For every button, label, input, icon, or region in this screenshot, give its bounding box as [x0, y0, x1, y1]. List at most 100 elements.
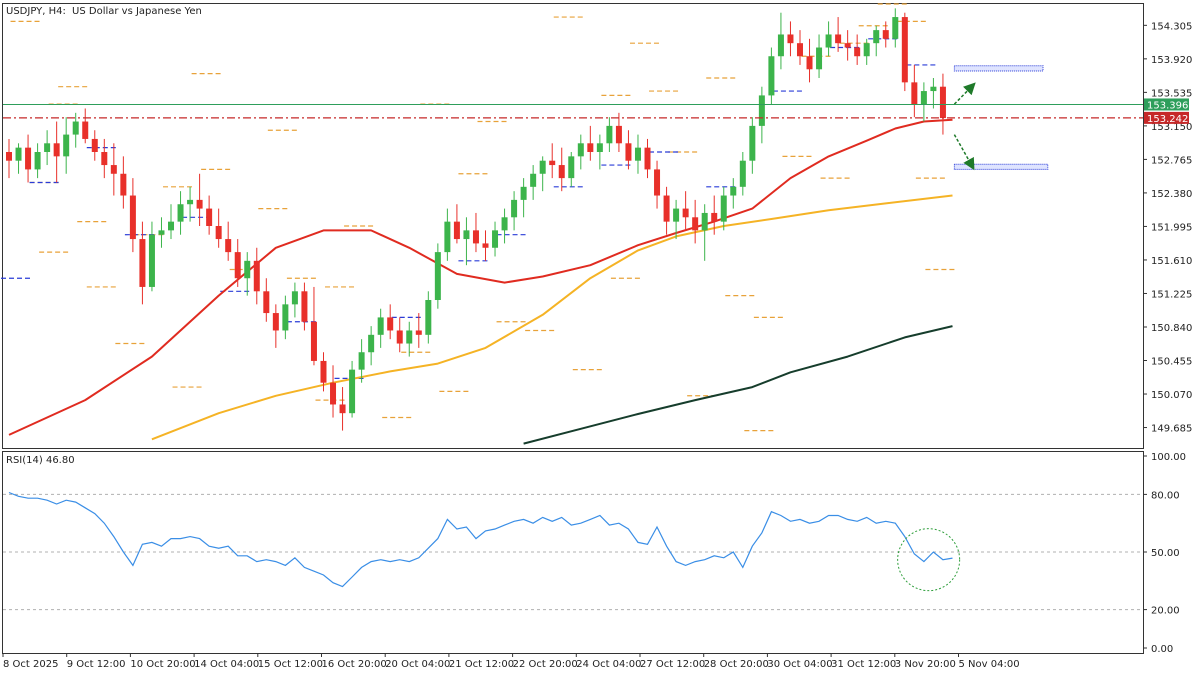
candle-body — [749, 125, 756, 161]
price-tick-label: 153.920 — [1151, 55, 1192, 66]
candle-body — [368, 334, 375, 353]
candle-body — [444, 221, 451, 253]
time-tick-label: 9 Oct 12:00 — [67, 659, 126, 670]
candle-body — [320, 360, 327, 383]
time-tick-label: 3 Nov 20:00 — [895, 659, 956, 670]
candle-body — [472, 230, 479, 244]
time-tick-label: 15 Oct 12:00 — [258, 659, 323, 670]
price-tick-label: 153.150 — [1151, 122, 1192, 133]
candle-body — [615, 125, 622, 144]
candle-body — [53, 143, 60, 157]
candle-body — [82, 121, 89, 139]
candle-body — [72, 121, 79, 135]
time-tick-label: 20 Oct 04:00 — [385, 659, 450, 670]
candle-body — [206, 208, 213, 226]
time-tick-label: 16 Oct 20:00 — [322, 659, 387, 670]
candle-body — [758, 95, 765, 126]
candle-body — [120, 173, 127, 196]
candle-body — [282, 304, 289, 331]
candle-body — [587, 143, 594, 152]
time-tick-label: 24 Oct 04:00 — [576, 659, 641, 670]
price-tick-label: 150.455 — [1151, 357, 1192, 368]
candle-body — [387, 317, 394, 331]
candle-body — [463, 230, 470, 240]
candle-body — [854, 47, 861, 57]
candle-body — [453, 221, 460, 240]
candle-body — [930, 86, 937, 92]
price-axis: 154.305 153.920 153.535 153.150 152.765 152.3… — [1143, 21, 1192, 435]
candle-body — [415, 330, 422, 335]
projection-zones — [953, 65, 1049, 171]
candle-body — [196, 199, 203, 209]
candles — [6, 8, 946, 431]
candle-body — [244, 260, 251, 279]
candle-body — [263, 291, 270, 314]
ask-price-tag — [1144, 98, 1189, 111]
candle-body — [482, 243, 489, 248]
candle-body — [796, 43, 803, 57]
bid-price-label: 153.242 — [1147, 114, 1188, 125]
candle-body — [844, 43, 851, 48]
price-tick-label: 150.840 — [1151, 323, 1192, 334]
price-tick-label: 151.225 — [1151, 289, 1192, 300]
candle-body — [711, 212, 718, 222]
projection-zone-upper — [953, 65, 1044, 72]
candle-body — [673, 208, 680, 222]
candle-body — [139, 239, 146, 287]
candle-body — [272, 313, 279, 331]
projection-arrow — [953, 134, 975, 171]
candle-body — [539, 160, 546, 174]
rsi-tick-label: 100.00 — [1151, 452, 1186, 463]
rsi-tick-label: 20.00 — [1151, 606, 1180, 617]
candle-body — [873, 30, 880, 44]
symbol-label: USDJPY, H4: — [6, 6, 66, 17]
candle-body — [25, 147, 32, 170]
candle-body — [225, 239, 232, 253]
candle-body — [339, 404, 346, 414]
candle-body — [634, 147, 641, 161]
candle-body — [654, 169, 661, 196]
price-tick-label: 152.765 — [1151, 155, 1192, 166]
candle-body — [701, 212, 708, 231]
candle-body — [215, 226, 222, 240]
candle-body — [777, 34, 784, 57]
candle-body — [644, 147, 651, 170]
candle-body — [863, 43, 870, 57]
candle-body — [739, 160, 746, 187]
time-tick-label: 5 Nov 04:00 — [959, 659, 1020, 670]
time-tick-label: 21 Oct 12:00 — [449, 659, 514, 670]
chart-header: USDJPY, H4: US Dollar vs Japanese Yen — [6, 6, 202, 17]
time-tick-label: 31 Oct 12:00 — [831, 659, 896, 670]
candle-body — [291, 291, 298, 305]
candle-body — [187, 199, 194, 205]
candle-body — [787, 34, 794, 44]
time-tick-label: 28 Oct 20:00 — [704, 659, 769, 670]
moving-average-mid — [151, 194, 953, 441]
candle-body — [835, 34, 842, 44]
ask-price-label: 153.396 — [1147, 100, 1188, 111]
candle-body — [568, 156, 575, 179]
price-lines — [3, 103, 1143, 119]
candle-body — [148, 234, 155, 287]
candle-body — [549, 160, 556, 166]
candle-body — [425, 300, 432, 335]
candle-body — [234, 252, 241, 279]
candle-body — [882, 30, 889, 39]
candle-body — [501, 217, 508, 231]
symbol-description: US Dollar vs Japanese Yen — [72, 6, 202, 17]
candle-body — [168, 221, 175, 231]
candle-body — [15, 147, 22, 161]
candle-body — [34, 152, 41, 170]
price-tick-label: 151.995 — [1151, 222, 1192, 233]
price-tick-label: 152.380 — [1151, 189, 1192, 200]
projection-arrow — [953, 82, 976, 105]
candle-body — [806, 56, 813, 70]
price-tick-label: 149.685 — [1151, 424, 1192, 435]
candle-body — [577, 143, 584, 157]
candle-body — [6, 152, 12, 161]
rsi-tick-label: 80.00 — [1151, 490, 1180, 501]
rsi-line — [8, 491, 953, 588]
time-tick-label: 14 Oct 04:00 — [194, 659, 259, 670]
